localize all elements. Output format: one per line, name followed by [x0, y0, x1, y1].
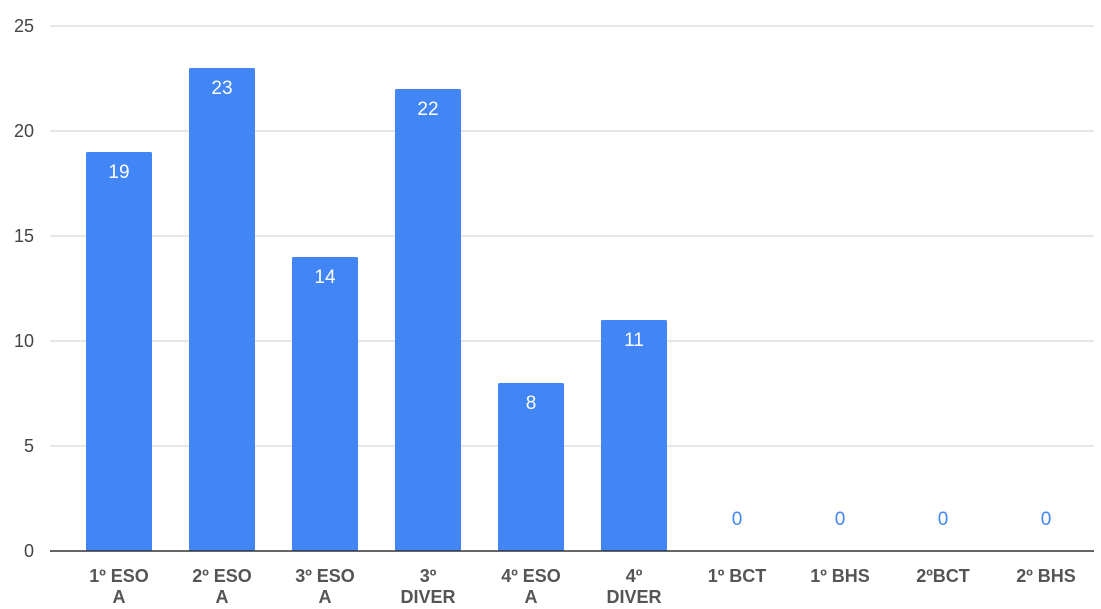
bar [601, 320, 667, 551]
data-label: 0 [732, 509, 743, 530]
bar [189, 68, 255, 551]
data-label: 19 [108, 162, 129, 183]
x-tick-label: 1º ESO A [89, 566, 149, 607]
x-tick-label: 1º BHS [810, 566, 870, 586]
x-tick-label: 1º BCT [708, 566, 767, 586]
bar [395, 89, 461, 551]
y-axis-ticks: 0 5 10 15 20 25 [14, 16, 34, 561]
data-label: 11 [624, 330, 644, 351]
y-tick-label: 0 [24, 541, 34, 561]
x-tick-label: 4º DIVER [606, 566, 661, 607]
y-tick-label: 25 [14, 16, 34, 36]
x-tick-label: 3º DIVER [400, 566, 455, 607]
data-label: 23 [211, 78, 232, 99]
x-tick-label: 4º ESO A [501, 566, 561, 607]
x-tick-label: 2º BHS [1016, 566, 1076, 586]
x-tick-label: 3º ESO A [295, 566, 355, 607]
data-label: 8 [526, 393, 537, 414]
y-tick-label: 10 [14, 331, 34, 351]
data-label: 0 [938, 509, 949, 530]
data-labels: 19 23 14 22 8 11 0 0 0 0 [108, 78, 1051, 530]
data-label: 0 [835, 509, 846, 530]
bar [86, 152, 152, 551]
bars [86, 68, 667, 551]
data-label: 22 [417, 99, 438, 120]
bar [498, 383, 564, 551]
data-label: 14 [314, 267, 336, 288]
x-tick-label: 2º ESO A [192, 566, 252, 607]
y-tick-label: 15 [14, 226, 34, 246]
bar [292, 257, 358, 551]
y-tick-label: 5 [24, 436, 34, 456]
x-tick-label: 2ºBCT [916, 566, 970, 586]
data-label: 0 [1041, 509, 1052, 530]
y-tick-label: 20 [14, 121, 34, 141]
x-axis-ticks: 1º ESO A 2º ESO A 3º ESO A 3º DIVER 4º ESO A 4º DIV… [89, 566, 1076, 607]
